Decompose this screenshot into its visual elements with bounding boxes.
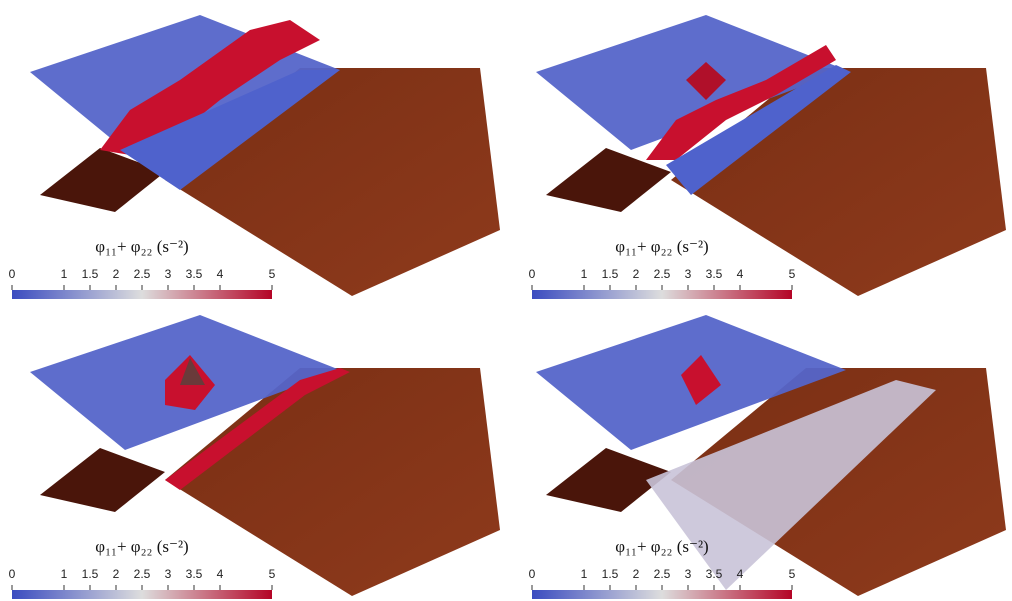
tick-label: 5 (789, 567, 796, 581)
wave-band (100, 20, 320, 155)
tick-label: 2 (633, 567, 640, 581)
colorbar (12, 590, 272, 599)
tick-label: 3 (165, 267, 172, 281)
panel-1 (30, 15, 500, 296)
tick-label: 4 (217, 567, 224, 581)
tick-label: 3.5 (186, 567, 203, 581)
tick-label: 2.5 (654, 567, 671, 581)
tick-label: 0 (9, 567, 16, 581)
tick-label: 2.5 (134, 267, 151, 281)
colorbar (12, 290, 272, 299)
panel-4 (536, 315, 1006, 596)
tick-label: 3.5 (706, 567, 723, 581)
panel-2 (536, 15, 1006, 296)
tick-label: 3 (165, 567, 172, 581)
tick-label: 3.5 (186, 267, 203, 281)
cone-tip (180, 358, 205, 385)
tick-label: 2.5 (134, 567, 151, 581)
tick-label: 2 (633, 267, 640, 281)
tick-label: 4 (217, 267, 224, 281)
wave-band (165, 368, 350, 490)
cone (681, 355, 721, 405)
tick-label: 0 (529, 567, 536, 581)
tick-label: 1 (581, 267, 588, 281)
surface (536, 15, 1006, 296)
tick-label: 1.5 (602, 267, 619, 281)
tick-label: 3 (685, 267, 692, 281)
colorbar-title: φ₁₁+ φ₂₂ (s⁻²) (615, 237, 708, 256)
tick-label: 1.5 (602, 567, 619, 581)
tick-label: 5 (269, 267, 276, 281)
tick-label: 4 (737, 567, 744, 581)
colorbar-title: φ₁₁+ φ₂₂ (s⁻²) (95, 237, 188, 256)
tick-label: 3.5 (706, 267, 723, 281)
blue-strip (120, 70, 340, 190)
tick-label: 1.5 (82, 567, 99, 581)
tick-label: 4 (737, 267, 744, 281)
tick-label: 0 (9, 267, 16, 281)
colorbar (532, 290, 792, 299)
blue-strip (666, 65, 851, 195)
tick-label: 2 (113, 267, 120, 281)
tick-label: 1 (61, 267, 68, 281)
wave-band (646, 380, 936, 590)
tick-label: 1.5 (82, 267, 99, 281)
tick-label: 3 (685, 567, 692, 581)
colorbar-title: φ₁₁+ φ₂₂ (s⁻²) (95, 537, 188, 556)
tick-label: 2.5 (654, 267, 671, 281)
tick-label: 1 (581, 567, 588, 581)
tick-label: 1 (61, 567, 68, 581)
tick-label: 5 (269, 567, 276, 581)
colorbar-title: φ₁₁+ φ₂₂ (s⁻²) (615, 537, 708, 556)
panel-3 (30, 315, 500, 596)
tick-label: 0 (529, 267, 536, 281)
tick-label: 2 (113, 567, 120, 581)
colorbar (532, 590, 792, 599)
tick-label: 5 (789, 267, 796, 281)
cone (686, 62, 726, 100)
wave-band (646, 45, 836, 160)
